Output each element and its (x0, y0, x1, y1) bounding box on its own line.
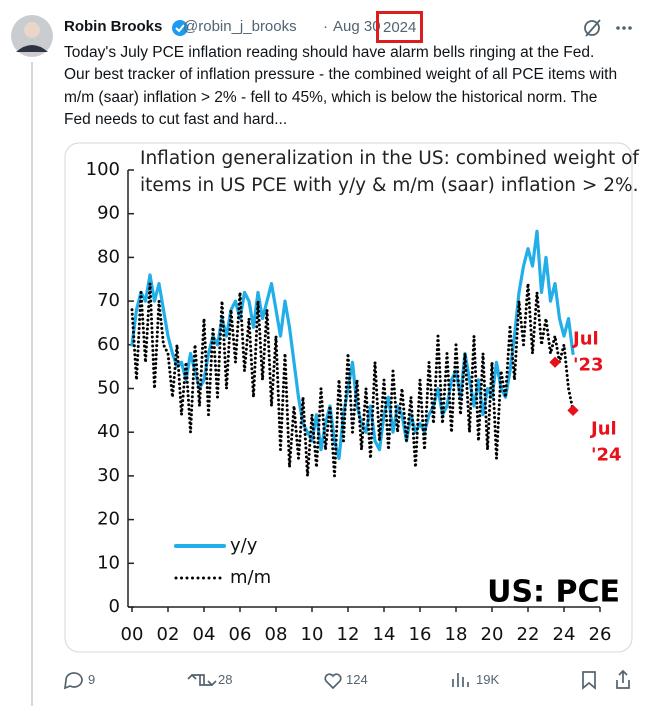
x-tick-label: 00 (121, 624, 144, 645)
y-tick-label: 10 (97, 552, 120, 573)
post-date[interactable]: Aug 30 (333, 18, 381, 35)
y-tick-label: 90 (97, 203, 120, 224)
chart-title: Inflation generalization in the US: comb… (140, 148, 639, 169)
x-tick-label: 18 (445, 624, 468, 645)
post-year: 2024 (376, 11, 424, 43)
annotation-marker (549, 356, 561, 368)
legend-label: y/y (230, 535, 258, 556)
y-tick-label: 100 (86, 159, 120, 180)
legend-label: m/m (230, 567, 271, 588)
x-tick-label: 26 (589, 624, 612, 645)
series-line (130, 229, 575, 460)
author-name[interactable]: Robin Brooks (64, 18, 163, 35)
like-icon[interactable] (324, 673, 342, 690)
y-tick-label: 60 (97, 334, 120, 355)
y-tick-label: 30 (97, 465, 120, 486)
avatar-face (24, 22, 40, 38)
x-tick-label: 06 (229, 624, 252, 645)
image-frame[interactable] (64, 142, 633, 653)
more-icon[interactable] (616, 26, 632, 30)
reply-icon[interactable] (63, 672, 83, 690)
x-tick-label: 08 (265, 624, 288, 645)
x-tick-label: 14 (373, 624, 396, 645)
x-tick-label: 12 (337, 624, 360, 645)
tweet-text: Today's July PCE inflation reading shoul… (64, 44, 618, 128)
action-icons (63, 669, 630, 690)
annotation-label: '23 (573, 354, 604, 375)
share-icon[interactable] (616, 669, 630, 689)
x-tick-label: 24 (553, 624, 576, 645)
y-tick-label: 40 (97, 421, 120, 442)
annotation-label: '24 (591, 444, 622, 465)
repost-icon[interactable] (187, 673, 217, 687)
annotation-label: Jul (571, 328, 599, 349)
like-count[interactable]: 124 (346, 672, 368, 687)
author-handle[interactable]: @robin_j_brooks (183, 18, 297, 35)
chart-title: items in US PCE with y/y & m/m (saar) in… (140, 175, 639, 196)
y-tick-label: 0 (109, 596, 120, 617)
y-tick-label: 20 (97, 509, 120, 530)
separator: · (323, 18, 328, 35)
grok-icon[interactable] (584, 20, 600, 36)
chart: Inflation generalization in the US: comb… (86, 148, 640, 645)
y-tick-label: 70 (97, 290, 120, 311)
y-tick-label: 50 (97, 378, 120, 399)
x-tick-label: 04 (193, 624, 216, 645)
y-tick-label: 80 (97, 246, 120, 267)
views-icon[interactable] (452, 673, 469, 687)
x-tick-label: 10 (301, 624, 324, 645)
chart-label: US: PCE (487, 575, 620, 610)
grok-icon-slash (585, 19, 601, 37)
avatar-suit (16, 45, 48, 52)
view-count[interactable]: 19K (476, 672, 500, 687)
bookmark-icon[interactable] (582, 671, 596, 690)
reply-count[interactable]: 9 (88, 672, 96, 687)
x-tick-label: 20 (481, 624, 504, 645)
series-line (130, 282, 575, 478)
x-tick-label: 22 (517, 624, 540, 645)
x-tick-label: 02 (157, 624, 180, 645)
verified-badge (172, 20, 188, 36)
annotation-marker (567, 404, 579, 417)
x-tick-label: 16 (409, 624, 432, 645)
repost-count[interactable]: 28 (218, 672, 233, 687)
verified-check (175, 24, 185, 33)
annotation-label: Jul (589, 418, 617, 439)
